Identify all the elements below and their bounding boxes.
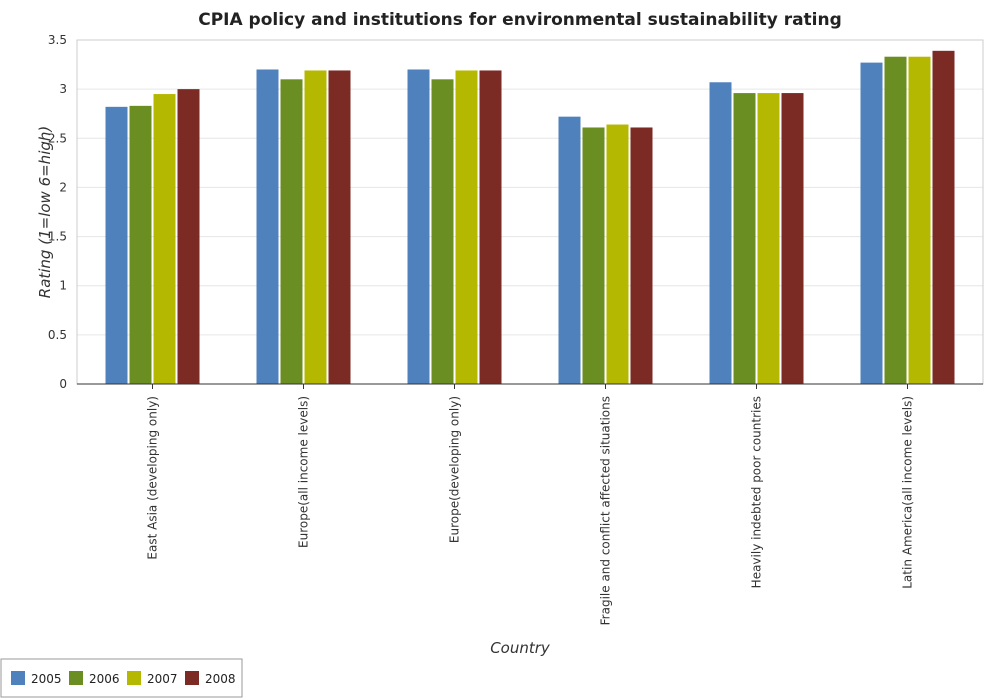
x-tick-label: Heavily indebted poor countries (750, 396, 764, 588)
y-tick-label: 3.5 (48, 33, 67, 47)
legend-label-2005: 2005 (31, 672, 62, 686)
bar-2006-2 (431, 79, 454, 385)
bar-2008-1 (328, 70, 351, 385)
bar-2005-4 (709, 82, 732, 385)
legend-swatch-2005 (11, 671, 25, 685)
bar-2005-0 (105, 106, 128, 384)
bar-2006-1 (280, 79, 303, 385)
bar-2007-1 (304, 70, 327, 385)
bar-2008-5 (932, 50, 955, 384)
bar-2006-4 (733, 93, 756, 385)
x-tick-label: Europe(all income levels) (297, 396, 311, 548)
bar-2007-3 (606, 124, 629, 385)
y-tick-label: 3 (59, 82, 67, 96)
plot-frame (76, 39, 984, 385)
bar-2008-4 (781, 93, 804, 385)
bar-2006-0 (129, 105, 152, 384)
bar-2005-5 (860, 62, 883, 384)
legend-label-2008: 2008 (205, 672, 236, 686)
y-tick-label: 1 (59, 279, 67, 293)
bar-2005-1 (256, 69, 279, 384)
y-tick-label: 0 (59, 377, 67, 391)
chart-title: CPIA policy and institutions for environ… (198, 10, 842, 30)
y-tick-label: 2.5 (48, 131, 67, 145)
axes (76, 39, 984, 389)
x-tick-label: Fragile and conflict affected situations (599, 396, 613, 625)
bar-2005-3 (558, 116, 581, 385)
y-tick-label: 2 (59, 180, 67, 194)
x-tick-label: East Asia (developing only) (146, 396, 160, 560)
bar-2008-0 (177, 89, 200, 385)
x-tick-label: Latin America(all income levels) (901, 396, 915, 589)
bar-2007-4 (757, 93, 780, 385)
legend-box (0, 658, 243, 698)
legend: 2005 2006 2007 2008 (0, 658, 243, 698)
bar-2007-5 (908, 56, 931, 385)
x-tick-label: Europe(developing only) (448, 396, 462, 543)
tick-labels: 0 0.5 1 1.5 2 2.5 3 3.5 East Asia (developing on… (48, 33, 915, 625)
legend-label-2006: 2006 (89, 672, 120, 686)
bar-2006-3 (582, 127, 605, 384)
legend-label-2007: 2007 (147, 672, 178, 686)
legend-swatch-2007 (127, 671, 141, 685)
y-tick-label: 0.5 (48, 328, 67, 342)
bars (105, 50, 955, 385)
bar-2008-3 (630, 127, 653, 384)
bar-2007-2 (455, 70, 478, 385)
legend-swatch-2006 (69, 671, 83, 685)
bar-2008-2 (479, 70, 502, 385)
legend-swatch-2008 (185, 671, 199, 685)
x-axis-title: Country (490, 639, 551, 657)
bar-2005-2 (407, 69, 430, 384)
gridlines (77, 39, 983, 385)
y-axis-title: Rating (1=low 6=high) (36, 126, 54, 298)
y-tick-label: 1.5 (48, 230, 67, 244)
bar-2007-0 (153, 94, 176, 385)
bar-2006-5 (884, 56, 907, 385)
